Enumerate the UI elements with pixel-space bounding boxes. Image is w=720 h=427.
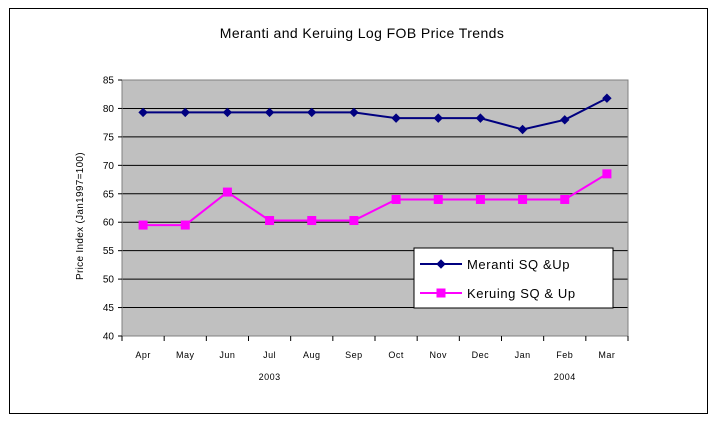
data-point-square <box>138 220 148 230</box>
y-tick-label: 45 <box>103 303 115 314</box>
data-point-diamond <box>391 113 401 123</box>
data-point-diamond <box>436 259 446 269</box>
data-point-square <box>518 194 528 204</box>
x-tick-label: Feb <box>556 350 573 360</box>
y-tick-label: 50 <box>103 275 115 286</box>
legend-label: Keruing SQ & Up <box>467 286 576 301</box>
data-point-diamond <box>349 107 359 118</box>
series-keruing <box>138 169 612 230</box>
y-tick-label: 40 <box>103 332 115 343</box>
x-tick-label: Jun <box>219 350 235 360</box>
chart-frame: Meranti and Keruing Log FOB Price Trends… <box>9 8 708 414</box>
data-point-diamond <box>433 113 443 123</box>
x-year-label: 2004 <box>554 372 576 382</box>
data-point-diamond <box>475 113 486 123</box>
data-point-square <box>475 194 485 204</box>
data-point-diamond <box>138 107 148 118</box>
y-tick-label: 70 <box>103 161 115 172</box>
data-point-square <box>265 216 275 226</box>
x-tick-label: Jul <box>263 350 276 360</box>
y-tick-label: 85 <box>103 76 115 87</box>
x-tick-label: Oct <box>388 350 404 360</box>
x-axis-ticks: Apr May Jun Jul Aug Sep Oct Nov Dec Jan Feb Mar 2003… <box>121 336 629 382</box>
y-tick-label: 55 <box>103 246 115 257</box>
x-tick-label: Aug <box>303 350 321 360</box>
y-tick-label: 80 <box>103 104 115 115</box>
data-point-square <box>222 187 232 197</box>
x-tick-label: Nov <box>429 350 447 360</box>
series-meranti <box>138 93 612 135</box>
y-axis-label: Price Index (Jan1997=100) <box>75 152 86 280</box>
series-line <box>143 97 608 131</box>
data-point-diamond <box>222 107 233 118</box>
y-tick-label: 65 <box>103 189 115 200</box>
x-tick-label: Jan <box>515 350 531 360</box>
data-point-square <box>180 220 190 230</box>
data-point-diamond <box>264 107 275 118</box>
x-tick-label: Sep <box>345 350 363 360</box>
line-chart: Meranti and Keruing Log FOB Price Trends… <box>75 25 629 382</box>
data-point-square <box>391 194 401 204</box>
series-layer <box>138 93 612 230</box>
data-point-diamond <box>517 124 528 135</box>
x-year-label: 2003 <box>259 372 281 382</box>
data-point-square <box>433 194 443 204</box>
data-point-diamond <box>180 107 190 118</box>
y-tick-label: 75 <box>103 132 115 143</box>
x-tick-label: Mar <box>598 350 615 360</box>
data-point-square <box>307 216 317 226</box>
y-axis-ticks: 40 45 50 55 60 65 70 75 80 85 <box>103 76 122 343</box>
x-tick-label: Dec <box>472 350 490 360</box>
legend-box <box>413 247 614 309</box>
legend: Meranti SQ &Up Keruing SQ & Up <box>413 247 614 309</box>
data-point-square <box>602 169 612 179</box>
chart-title: Meranti and Keruing Log FOB Price Trends <box>220 25 504 41</box>
data-point-diamond <box>560 115 570 125</box>
data-point-square <box>436 288 446 298</box>
x-tick-label: Apr <box>135 350 151 360</box>
x-tick-label: May <box>176 350 195 360</box>
y-tick-label: 60 <box>103 218 115 229</box>
data-point-square <box>560 194 570 204</box>
data-point-square <box>349 216 359 226</box>
data-point-diamond <box>602 93 612 103</box>
legend-item: Keruing SQ & Up <box>420 286 576 301</box>
series-line <box>143 173 608 227</box>
legend-label: Meranti SQ &Up <box>467 257 570 272</box>
legend-item: Meranti SQ &Up <box>420 257 570 272</box>
data-point-diamond <box>307 107 317 118</box>
